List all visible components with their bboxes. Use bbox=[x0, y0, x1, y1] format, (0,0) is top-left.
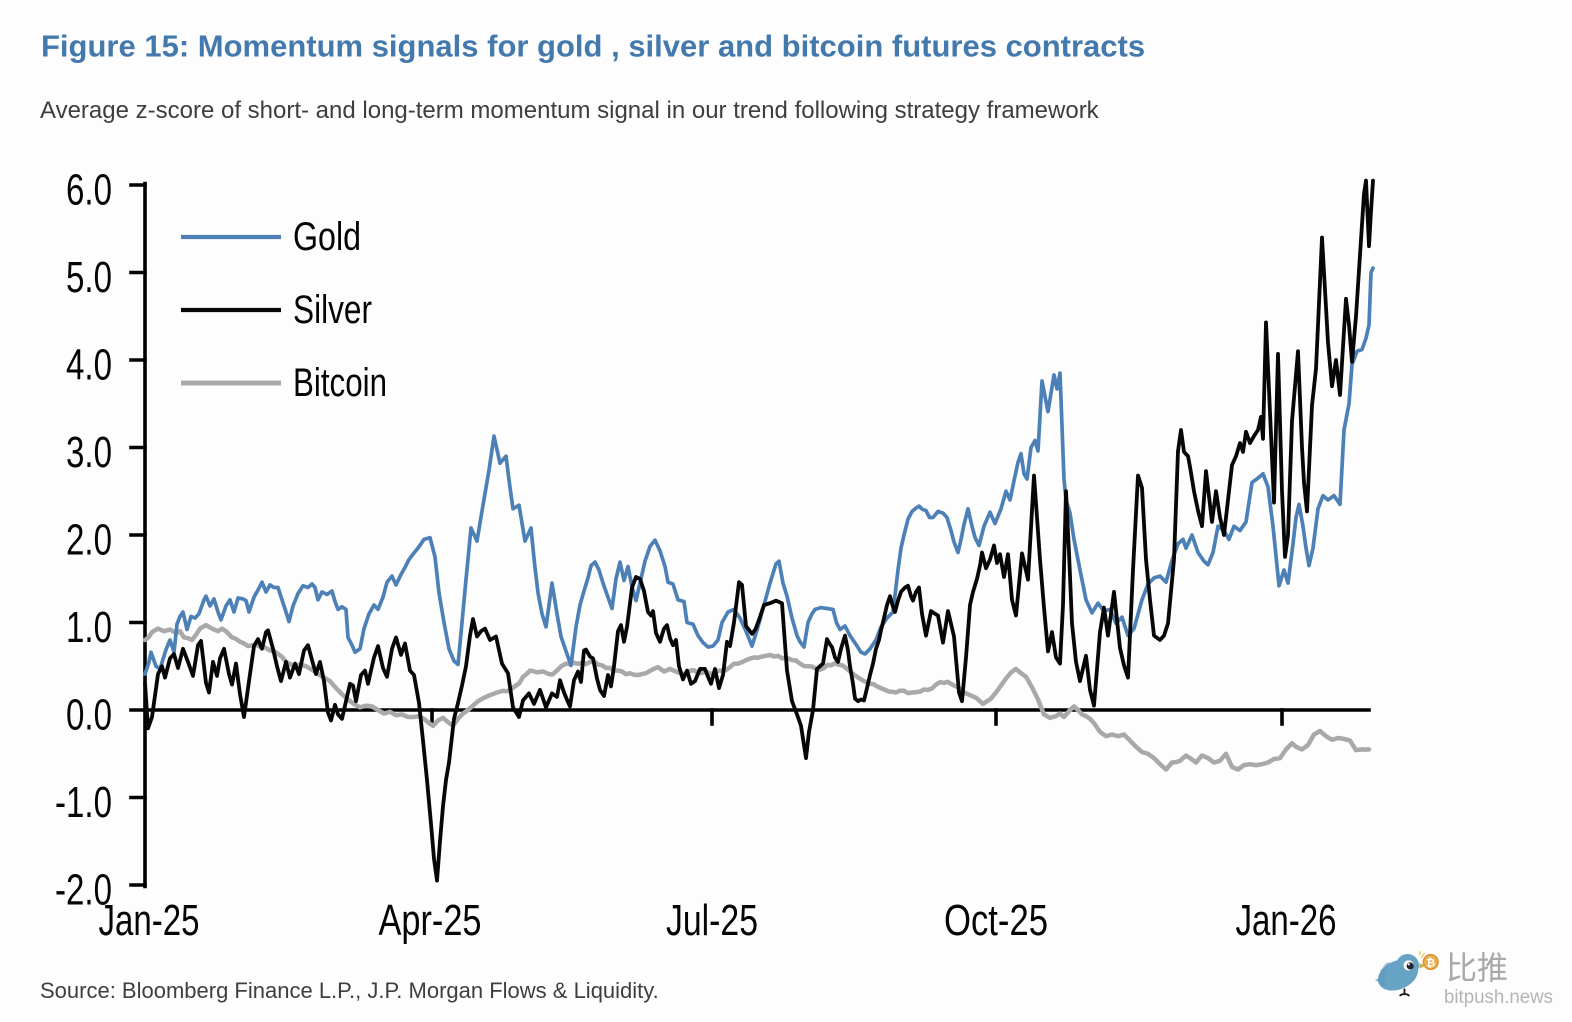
svg-text:Source: Bloomberg Finance L.P.: Source: Bloomberg Finance L.P., J.P. Mor… bbox=[40, 978, 659, 1003]
svg-text:Jan-26: Jan-26 bbox=[1236, 896, 1337, 945]
svg-text:Figure 15: Momentum signals fo: Figure 15: Momentum signals for gold , s… bbox=[41, 29, 1145, 64]
svg-text:Gold: Gold bbox=[293, 215, 361, 259]
svg-text:Jan-25: Jan-25 bbox=[99, 896, 200, 945]
svg-text:bitpush.news: bitpush.news bbox=[1444, 987, 1553, 1008]
svg-text:3.0: 3.0 bbox=[66, 428, 112, 477]
svg-text:-1.0: -1.0 bbox=[55, 778, 112, 827]
svg-text:1.0: 1.0 bbox=[66, 603, 112, 652]
svg-text:₿: ₿ bbox=[1426, 958, 1435, 970]
svg-text:Average z-score of short- and: Average z-score of short- and long-term … bbox=[40, 97, 1100, 124]
svg-text:Bitcoin: Bitcoin bbox=[293, 361, 387, 405]
svg-text:0.0: 0.0 bbox=[66, 691, 112, 740]
svg-text:Oct-25: Oct-25 bbox=[944, 896, 1048, 945]
svg-text:2.0: 2.0 bbox=[66, 516, 112, 565]
svg-text:Silver: Silver bbox=[293, 288, 372, 332]
svg-text:5.0: 5.0 bbox=[66, 253, 112, 302]
svg-text:Jul-25: Jul-25 bbox=[666, 896, 758, 945]
svg-text:Apr-25: Apr-25 bbox=[379, 896, 482, 945]
svg-text:6.0: 6.0 bbox=[66, 166, 112, 215]
svg-text:-2.0: -2.0 bbox=[55, 866, 112, 915]
svg-text:比推: 比推 bbox=[1446, 950, 1508, 986]
svg-text:4.0: 4.0 bbox=[66, 341, 112, 390]
